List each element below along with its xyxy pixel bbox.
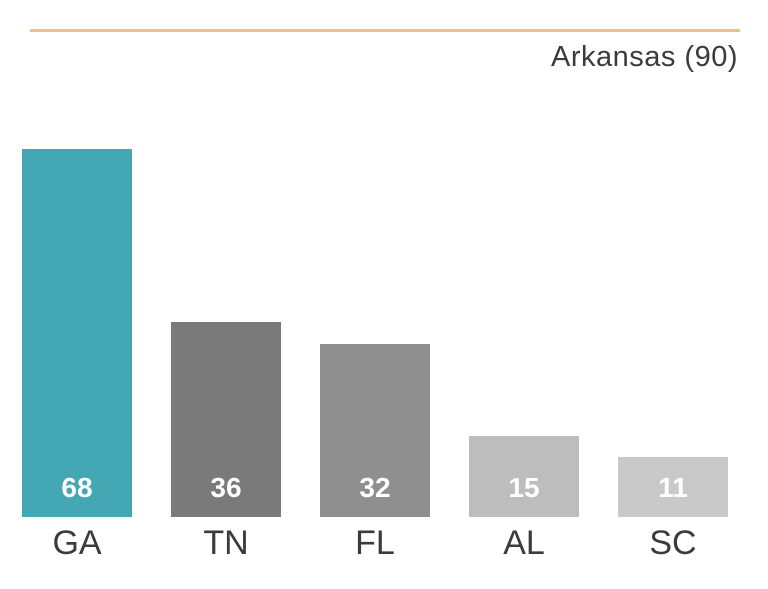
header-rule bbox=[30, 29, 740, 32]
bar-fl: 32 bbox=[320, 343, 430, 517]
bar-value-label: 68 bbox=[61, 472, 93, 503]
bar-chart: 68 GA 36 TN 32 FL 15 AL 11 SC bbox=[22, 149, 728, 562]
bar-value-label: 32 bbox=[359, 472, 391, 503]
bar-group-tn: 36 TN bbox=[171, 149, 281, 562]
category-label: FL bbox=[355, 524, 395, 562]
bar-group-ga: 68 GA bbox=[22, 149, 132, 562]
bar-tn: 36 bbox=[171, 322, 281, 517]
bar-group-sc: 11 SC bbox=[618, 149, 728, 562]
category-label: SC bbox=[649, 524, 697, 562]
category-label: TN bbox=[203, 524, 249, 562]
category-label: AL bbox=[503, 524, 545, 562]
bar-group-fl: 32 FL bbox=[320, 149, 430, 562]
bar-sc: 11 bbox=[618, 457, 728, 517]
bar-value-label: 11 bbox=[658, 472, 688, 503]
bar-value-label: 36 bbox=[210, 472, 242, 503]
bar-ga: 68 bbox=[22, 149, 132, 517]
bar-al: 15 bbox=[469, 435, 579, 517]
bar-group-al: 15 AL bbox=[469, 149, 579, 562]
chart-title: Arkansas (90) bbox=[550, 41, 738, 73]
category-label: GA bbox=[52, 524, 102, 562]
bar-value-label: 15 bbox=[508, 472, 540, 503]
